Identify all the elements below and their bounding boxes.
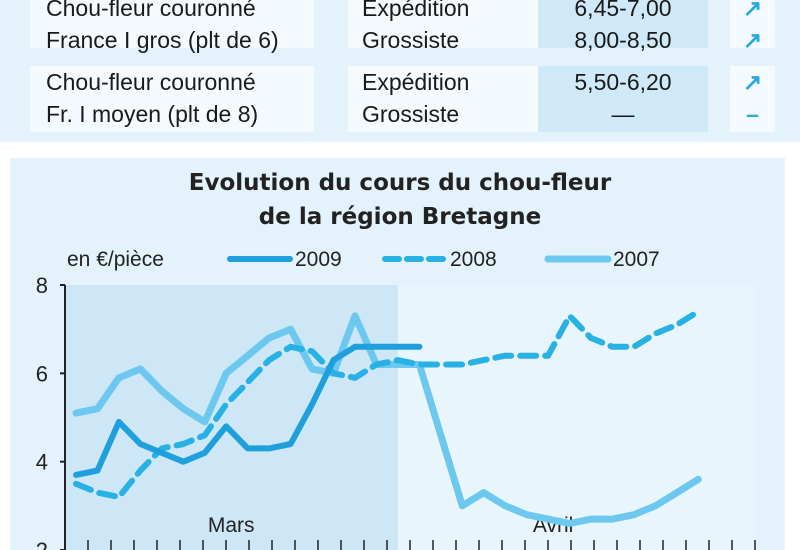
- stage-line-2: Grossiste: [362, 101, 460, 127]
- price-line-1: 5,50-6,20: [574, 69, 672, 95]
- y-tick-label: 4: [36, 450, 48, 475]
- product-line-2: France I gros (plt de 6): [46, 27, 279, 53]
- y-tick-label: 8: [36, 273, 48, 298]
- product-line-1: Chou-fleur couronné: [46, 0, 256, 21]
- trend-arrow-icon: ↗: [742, 27, 763, 53]
- trend-cell: ↗ –: [730, 66, 775, 132]
- stage-cell: Expédition Grossiste: [348, 0, 550, 53]
- price-line-2: —: [611, 101, 635, 127]
- product-cell: Chou-fleur couronné Fr. I moyen (plt de …: [30, 66, 314, 132]
- trend-arrow-icon: ↗: [742, 0, 763, 21]
- price-line-2: 8,00-8,50: [574, 27, 672, 53]
- y-tick-label: 6: [36, 361, 48, 386]
- price-cell: 5,50-6,20 —: [538, 66, 708, 132]
- april-band: [398, 285, 755, 550]
- legend-label-2009: 2009: [295, 248, 342, 271]
- product-line-1: Chou-fleur couronné: [46, 69, 256, 95]
- chart-title: Evolution du cours du chou-fleur: [188, 170, 612, 196]
- march-band: [65, 285, 398, 550]
- legend-label-2008: 2008: [450, 248, 497, 271]
- product-line-2: Fr. I moyen (plt de 8): [46, 101, 259, 127]
- price-line-1: 6,45-7,00: [574, 0, 672, 21]
- series-line-2008: [73, 308, 702, 500]
- legend-label-2007: 2007: [613, 248, 660, 271]
- y-tick-label: 2: [36, 538, 48, 550]
- stage-line-1: Expédition: [362, 0, 470, 21]
- unit-label: en €/pièce: [67, 248, 164, 271]
- trend-cell: ↗ ↗: [730, 0, 775, 53]
- price-cell: 6,45-7,00 8,00-8,50: [538, 0, 708, 53]
- chart-subtitle: de la région Bretagne: [258, 204, 542, 230]
- trend-arrow-icon: ↗: [742, 69, 763, 95]
- stage-line-2: Grossiste: [362, 27, 460, 53]
- trend-dash-icon: –: [746, 101, 759, 127]
- month-label: Mars: [208, 514, 255, 537]
- stage-line-1: Expédition: [362, 69, 470, 95]
- stage-cell: Expédition Grossiste: [348, 66, 550, 132]
- product-cell: Chou-fleur couronné France I gros (plt d…: [30, 0, 314, 53]
- series-line-2009: [73, 343, 423, 478]
- price-table-panel: Chou-fleur couronné France I gros (plt d…: [0, 0, 800, 142]
